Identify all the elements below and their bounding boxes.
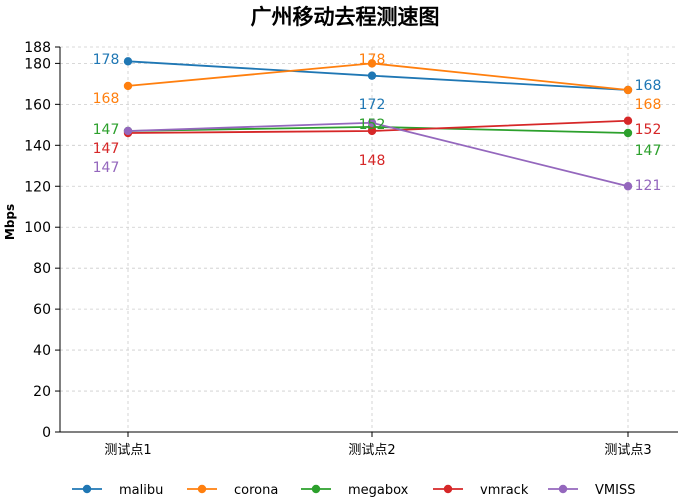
- data-label-megabox: 152: [359, 117, 386, 133]
- y-tick-label: 80: [33, 261, 51, 277]
- legend-marker-VMISS: [558, 484, 568, 494]
- data-point-megabox: [623, 128, 633, 138]
- data-point-corona: [367, 59, 377, 68]
- y-tick-label: 120: [24, 179, 51, 195]
- data-point-vmrack: [623, 116, 633, 125]
- data-point-malibu: [123, 57, 133, 66]
- legend-label-megabox: megabox: [348, 483, 409, 498]
- data-point-corona: [623, 85, 633, 95]
- data-label-vmrack: 152: [635, 122, 662, 138]
- data-label-malibu: 178: [93, 52, 120, 68]
- data-label-corona: 168: [635, 97, 662, 113]
- data-label-VMISS: 147: [93, 160, 120, 176]
- data-point-VMISS: [367, 118, 377, 127]
- legend-label-VMISS: VMISS: [595, 483, 635, 498]
- legend-marker-megabox: [311, 484, 321, 494]
- data-point-malibu: [367, 71, 377, 80]
- legend-label-vmrack: vmrack: [480, 483, 529, 498]
- data-point-vmrack: [367, 126, 377, 136]
- legend-marker-corona: [197, 484, 207, 494]
- y-tick-label: 100: [24, 220, 51, 236]
- x-tick-label: 测试点2: [348, 443, 395, 458]
- data-label-vmrack: 148: [359, 153, 386, 169]
- data-label-corona: 168: [93, 91, 120, 107]
- y-tick-label: 0: [42, 425, 51, 441]
- x-tick-label: 测试点1: [104, 443, 151, 458]
- y-tick-label: 60: [33, 302, 51, 318]
- data-point-VMISS: [123, 126, 133, 136]
- y-axis-label: Mbps: [3, 204, 17, 240]
- legend-marker-vmrack: [443, 484, 453, 494]
- data-point-VMISS: [623, 182, 633, 191]
- data-point-corona: [123, 81, 133, 91]
- y-tick-label: 20: [33, 384, 51, 400]
- legend-marker-malibu: [82, 484, 92, 494]
- chart-title: 广州移动去程测速图: [251, 5, 440, 29]
- data-labels: 178 172 168 168 178 168 147 152 147 147 148 152 147 1…: [93, 52, 662, 194]
- data-label-malibu: 172: [359, 97, 386, 113]
- data-label-megabox: 147: [635, 143, 662, 159]
- y-tick-label: 40: [33, 343, 51, 359]
- x-tick-label: 测试点3: [604, 443, 651, 458]
- data-label-malibu: 168: [635, 78, 662, 94]
- legend: malibu corona megabox vmrack VMISS: [72, 483, 635, 498]
- legend-label-malibu: malibu: [119, 483, 163, 498]
- y-tick-label: 140: [24, 138, 51, 154]
- legend-label-corona: corona: [234, 483, 278, 498]
- series-group: [123, 57, 633, 191]
- data-label-megabox: 147: [93, 122, 120, 138]
- y-tick-label: 180: [24, 56, 51, 72]
- data-label-corona: 178: [359, 52, 386, 68]
- y-tick-label: 160: [24, 97, 51, 113]
- y-tick-label: 188: [24, 40, 51, 56]
- data-label-VMISS: 121: [635, 178, 662, 194]
- data-label-vmrack: 147: [93, 141, 120, 157]
